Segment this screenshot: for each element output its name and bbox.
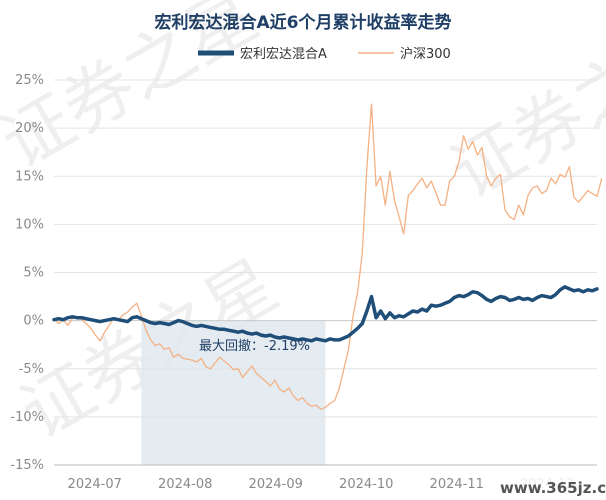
drawdown-label: 最大回撤：-2.19% xyxy=(199,338,310,354)
series-line-fund xyxy=(52,285,599,343)
y-tick-label: 20% xyxy=(15,121,44,136)
y-axis: 25% 20% 15% 10% 5% 0% -5% -10% -15% xyxy=(10,73,44,473)
y-tick-label: -5% xyxy=(19,362,44,377)
x-tick-label: 2024-09 xyxy=(249,477,303,492)
x-tick-label: 2024-11 xyxy=(430,477,484,492)
y-tick-label: -10% xyxy=(10,410,44,425)
x-tick-label: 2024-10 xyxy=(339,477,393,492)
legend: 宏利宏达混合A 沪深300 xyxy=(198,46,451,62)
watermark-text-right: 证券之 xyxy=(438,39,606,215)
y-tick-label: 5% xyxy=(23,266,44,281)
annotations: 最大回撤：-2.19% xyxy=(199,338,310,354)
y-tick-label: 15% xyxy=(15,169,44,184)
y-tick-label: 25% xyxy=(15,73,44,88)
site-badge-text: www.365jz.com xyxy=(500,479,606,497)
drawdown-shade xyxy=(141,320,326,465)
series-line-index xyxy=(53,103,603,410)
watermark-text-top: 证券之星 xyxy=(0,0,271,185)
x-tick-label: 2024-08 xyxy=(158,477,212,492)
series-lines xyxy=(52,103,603,410)
site-badge: www.365jz.com xyxy=(494,477,606,497)
chart-title: 宏利宏达混合A近6个月累计收益率走势 xyxy=(154,13,452,33)
drawdown-region xyxy=(141,320,326,465)
x-tick-label: 2024-07 xyxy=(68,477,122,492)
legend-label-index: 沪深300 xyxy=(400,46,451,62)
y-tick-label: 0% xyxy=(23,314,44,329)
legend-label-fund: 宏利宏达混合A xyxy=(240,47,327,62)
y-tick-label: -15% xyxy=(10,458,44,473)
y-tick-label: 10% xyxy=(15,217,44,232)
